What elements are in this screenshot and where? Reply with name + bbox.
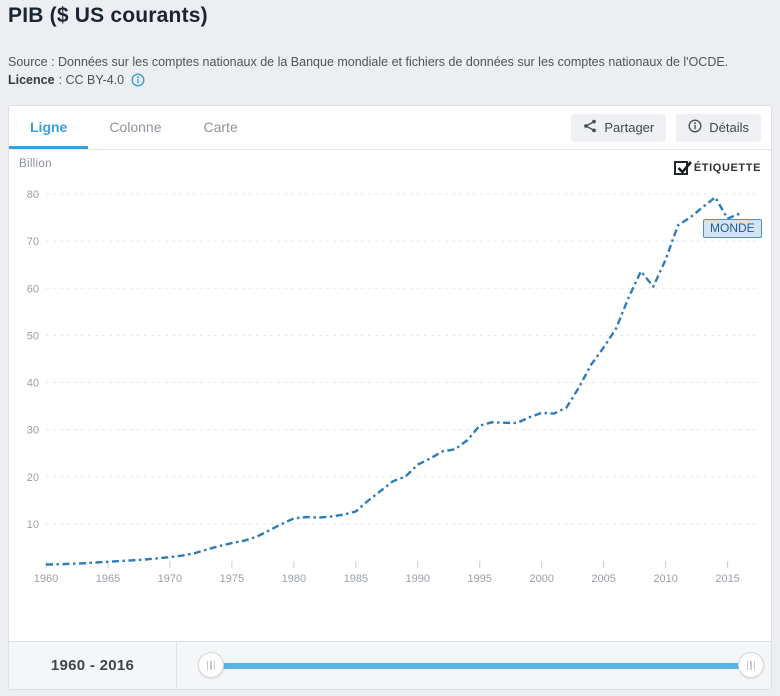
details-button-label: Détails: [709, 120, 749, 135]
year-range-bar: 1960 - 2016: [9, 641, 771, 689]
licence-info-icon[interactable]: [131, 73, 145, 87]
slider-track[interactable]: [211, 663, 751, 669]
licence-value: : CC BY-4.0: [58, 73, 125, 87]
svg-text:1960: 1960: [34, 573, 58, 585]
svg-text:1995: 1995: [468, 573, 492, 585]
svg-text:2005: 2005: [591, 573, 615, 585]
licence-line: Licence : CC BY-4.0: [8, 73, 145, 87]
svg-text:70: 70: [27, 236, 39, 248]
svg-text:2015: 2015: [715, 573, 739, 585]
svg-text:20: 20: [27, 472, 39, 484]
svg-text:40: 40: [27, 378, 39, 390]
slider-handle-left[interactable]: [198, 652, 224, 678]
tab-ligne[interactable]: Ligne: [9, 106, 88, 149]
year-range-label: 1960 - 2016: [9, 642, 177, 689]
svg-text:1985: 1985: [344, 573, 368, 585]
y-axis-unit-label: Billion: [19, 158, 52, 170]
svg-text:10: 10: [27, 519, 39, 531]
svg-text:80: 80: [27, 189, 39, 201]
svg-text:1965: 1965: [96, 573, 120, 585]
label-toggle-text: ÉTIQUETTE: [693, 162, 761, 174]
action-buttons: Partager Détails: [571, 106, 771, 149]
chart-svg: 10 20 30 40 50 60 70 80 1960 1965 1970 1975 1980 1985…: [27, 189, 757, 585]
svg-text:1980: 1980: [282, 573, 306, 585]
svg-text:2000: 2000: [529, 573, 553, 585]
svg-text:1990: 1990: [406, 573, 430, 585]
page-title: PIB ($ US courants): [8, 4, 208, 27]
licence-label: Licence: [8, 73, 55, 87]
chart-card: Ligne Colonne Carte Partager Détails: [8, 105, 772, 690]
slider-handle-right[interactable]: [738, 652, 764, 678]
details-button[interactable]: Détails: [676, 113, 761, 142]
share-icon: [583, 119, 597, 136]
checkbox-checked-icon[interactable]: [673, 161, 692, 175]
svg-text:1975: 1975: [220, 573, 244, 585]
info-circle-icon: [688, 119, 702, 136]
label-toggle[interactable]: ÉTIQUETTE: [673, 161, 761, 175]
year-range-slider[interactable]: [9, 642, 771, 689]
svg-text:60: 60: [27, 283, 39, 295]
tab-colonne[interactable]: Colonne: [109, 119, 162, 135]
tab-carte[interactable]: Carte: [203, 119, 238, 135]
svg-text:50: 50: [27, 330, 39, 342]
tab-bar: Ligne Colonne Carte Partager Détails: [9, 106, 771, 150]
source-text: Source : Données sur les comptes nationa…: [8, 55, 729, 69]
svg-text:30: 30: [27, 425, 39, 437]
share-button[interactable]: Partager: [571, 113, 667, 142]
chart-area: Billion ÉTIQUETTE 10 20 30 40 50 60 70 80 1960 19…: [9, 150, 771, 641]
share-button-label: Partager: [604, 120, 655, 135]
series-label: MONDE: [703, 219, 762, 238]
svg-text:1970: 1970: [158, 573, 182, 585]
svg-text:2010: 2010: [653, 573, 677, 585]
